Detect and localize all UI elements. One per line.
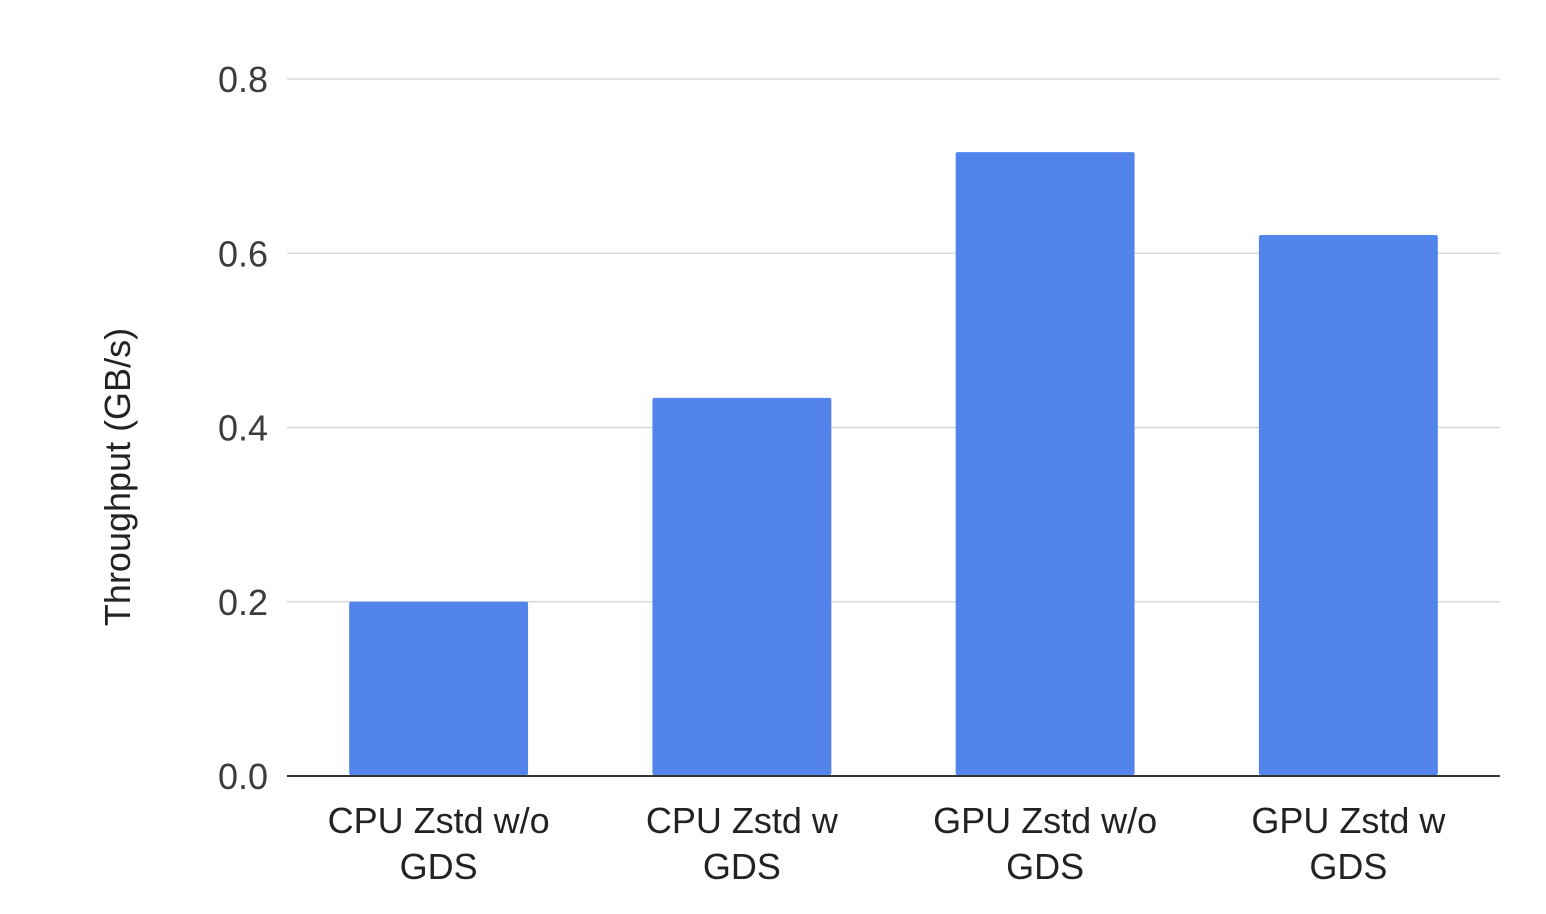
x-category-label: CPU Zstd w GDS (646, 800, 839, 887)
y-axis-ticks: 0.0 0.2 0.4 0.6 0.8 (218, 59, 268, 797)
bar (1258, 234, 1438, 776)
y-tick-label: 0.4 (218, 408, 268, 449)
bar (955, 152, 1135, 775)
bars (349, 152, 1438, 776)
y-tick-label: 0.8 (218, 59, 268, 100)
y-tick-label: 0.0 (218, 756, 268, 797)
y-tick-label: 0.2 (218, 582, 268, 623)
x-category-label: CPU Zstd w/o GDS (328, 800, 550, 887)
bar (349, 601, 529, 775)
bar (652, 397, 832, 775)
y-axis-title: Throughput (GB/s) (97, 328, 138, 626)
x-axis-categories: CPU Zstd w/o GDS CPU Zstd w GDS GPU Zstd w/o… (328, 800, 1447, 887)
y-tick-label: 0.6 (218, 233, 268, 274)
x-category-label: GPU Zstd w/o GDS (933, 800, 1157, 887)
x-category-label: GPU Zstd w GDS (1251, 800, 1446, 887)
